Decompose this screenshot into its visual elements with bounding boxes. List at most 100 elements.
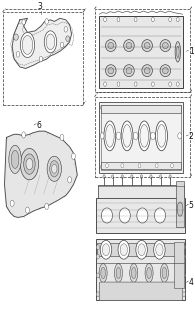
Bar [99, 16, 183, 88]
Ellipse shape [162, 43, 168, 49]
Circle shape [178, 133, 182, 139]
Ellipse shape [142, 65, 152, 76]
Ellipse shape [100, 240, 112, 259]
Ellipse shape [138, 244, 145, 256]
Circle shape [121, 164, 124, 168]
Ellipse shape [20, 148, 38, 180]
Ellipse shape [114, 264, 122, 282]
Ellipse shape [119, 208, 130, 223]
Bar [98, 185, 183, 198]
Circle shape [143, 105, 146, 110]
Text: 3: 3 [38, 2, 43, 11]
Circle shape [133, 132, 138, 140]
Ellipse shape [102, 244, 110, 256]
Ellipse shape [120, 244, 128, 256]
Ellipse shape [144, 68, 150, 74]
Ellipse shape [50, 161, 59, 177]
Circle shape [169, 175, 171, 179]
Ellipse shape [131, 267, 136, 279]
Bar [174, 242, 184, 288]
Ellipse shape [136, 240, 147, 259]
Text: 4: 4 [189, 278, 194, 287]
Bar [96, 198, 185, 233]
Circle shape [52, 164, 57, 173]
Circle shape [178, 105, 181, 110]
Circle shape [112, 175, 114, 179]
Bar [97, 243, 184, 256]
Ellipse shape [156, 121, 168, 151]
Circle shape [100, 133, 104, 139]
Ellipse shape [123, 124, 131, 147]
Text: 1: 1 [189, 47, 193, 56]
Ellipse shape [124, 40, 134, 52]
Ellipse shape [138, 121, 150, 151]
Circle shape [151, 132, 155, 140]
Ellipse shape [130, 264, 138, 282]
Circle shape [126, 164, 129, 169]
Ellipse shape [105, 65, 116, 76]
Ellipse shape [177, 202, 183, 216]
Circle shape [96, 245, 99, 250]
Circle shape [176, 82, 179, 86]
Ellipse shape [142, 40, 152, 52]
Bar [176, 181, 184, 227]
Ellipse shape [147, 267, 151, 279]
Circle shape [140, 175, 143, 179]
Ellipse shape [46, 34, 55, 50]
Circle shape [96, 292, 99, 297]
Ellipse shape [160, 264, 168, 282]
Circle shape [26, 158, 33, 170]
Circle shape [60, 134, 64, 140]
Ellipse shape [108, 68, 114, 74]
Ellipse shape [160, 65, 171, 76]
Ellipse shape [105, 124, 114, 147]
Ellipse shape [44, 31, 57, 53]
Ellipse shape [105, 40, 116, 52]
Ellipse shape [162, 68, 168, 74]
Ellipse shape [121, 121, 133, 151]
Circle shape [169, 82, 171, 86]
Circle shape [10, 200, 14, 206]
Ellipse shape [124, 65, 134, 76]
Circle shape [182, 254, 185, 259]
Ellipse shape [162, 267, 167, 279]
Circle shape [138, 164, 141, 168]
Circle shape [108, 105, 111, 110]
Circle shape [68, 177, 72, 183]
Ellipse shape [99, 264, 107, 282]
Bar [99, 102, 183, 172]
Text: 6: 6 [36, 121, 41, 130]
Circle shape [108, 164, 111, 169]
Bar [101, 105, 181, 113]
Ellipse shape [108, 43, 114, 49]
FancyBboxPatch shape [99, 282, 183, 300]
Circle shape [45, 203, 49, 210]
Circle shape [171, 164, 173, 168]
Ellipse shape [144, 43, 150, 49]
Ellipse shape [137, 208, 148, 223]
Ellipse shape [154, 208, 166, 223]
Circle shape [22, 19, 25, 25]
Ellipse shape [104, 121, 116, 151]
Text: 5: 5 [189, 201, 194, 210]
Circle shape [176, 17, 179, 22]
Circle shape [116, 132, 121, 140]
Circle shape [150, 175, 152, 179]
Ellipse shape [175, 42, 180, 62]
Circle shape [152, 17, 154, 22]
Ellipse shape [20, 32, 35, 58]
Bar [101, 105, 181, 170]
Circle shape [22, 132, 26, 138]
Circle shape [101, 164, 104, 169]
Ellipse shape [156, 244, 163, 256]
Ellipse shape [9, 145, 21, 173]
Circle shape [64, 27, 67, 32]
Circle shape [131, 175, 133, 179]
Ellipse shape [157, 124, 166, 147]
Ellipse shape [66, 36, 70, 42]
Circle shape [106, 164, 108, 168]
Circle shape [101, 105, 104, 110]
Circle shape [134, 17, 137, 22]
Circle shape [117, 82, 120, 86]
Circle shape [16, 52, 20, 57]
